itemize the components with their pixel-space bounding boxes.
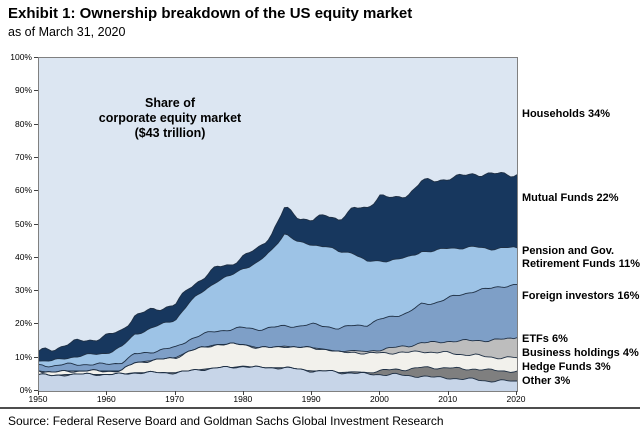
x-axis-tick-mark	[516, 391, 517, 395]
x-axis-tick-mark	[379, 391, 381, 395]
y-axis-tick-label: 10%	[14, 351, 32, 362]
x-axis-tick-label: 2000	[369, 394, 389, 404]
x-axis-tick-mark	[38, 391, 39, 395]
y-axis-tick-mark	[34, 323, 38, 325]
source-note: Source: Federal Reserve Board and Goldma…	[8, 414, 444, 428]
x-axis-tick-label: 1960	[96, 394, 116, 404]
x-axis-tick-label: 1980	[233, 394, 253, 404]
chart-plot-area	[38, 57, 518, 392]
y-axis-tick-label: 100%	[10, 52, 32, 62]
series-label: Business holdings 4%	[522, 347, 639, 359]
x-axis-tick-mark	[242, 391, 244, 395]
x-axis-tick-mark	[447, 391, 449, 395]
y-axis-tick-mark	[34, 190, 38, 192]
boundary-line	[39, 365, 517, 377]
series-label: Pension and Gov. Retirement Funds 11%	[522, 245, 640, 270]
x-axis-tick-label: 1950	[28, 394, 48, 404]
y-axis-tick-mark	[34, 223, 38, 225]
series-label: Hedge Funds 3%	[522, 361, 611, 373]
y-axis-tick-label: 60%	[14, 185, 32, 196]
y-axis-tick-label: 40%	[14, 251, 32, 262]
x-axis-tick-label: 1990	[301, 394, 321, 404]
x-axis-tick-mark	[311, 391, 313, 395]
area-other	[39, 366, 517, 391]
boundary-line	[39, 233, 517, 362]
y-axis-tick-label: 20%	[14, 318, 32, 329]
source-divider	[0, 407, 640, 409]
series-label: Households 34%	[522, 108, 611, 120]
x-axis-tick-mark	[106, 391, 108, 395]
series-label: ETFs 6%	[522, 333, 568, 345]
page-subtitle: as of March 31, 2020	[8, 25, 126, 39]
y-axis-tick-mark	[34, 290, 38, 292]
x-axis-tick-label: 2010	[438, 394, 458, 404]
series-label: Mutual Funds 22%	[522, 192, 619, 204]
x-axis-tick-label: 1970	[165, 394, 185, 404]
boundary-line	[39, 171, 517, 352]
y-axis-tick-mark	[34, 57, 38, 58]
series-label: Foreign investors 16%	[522, 290, 640, 302]
y-axis-tick-label: 90%	[14, 85, 32, 96]
chart-annotation: Share of corporate equity market ($43 tr…	[98, 96, 242, 140]
series-label: Other 3%	[522, 375, 571, 387]
x-axis-tick-label: 2020	[506, 394, 526, 404]
y-axis-tick-label: 50%	[14, 218, 32, 229]
x-axis-tick-mark	[174, 391, 176, 395]
y-axis-tick-mark	[34, 90, 38, 92]
y-axis-tick-label: 30%	[14, 285, 32, 296]
y-axis-tick-mark	[34, 156, 38, 158]
boundary-line	[39, 283, 517, 368]
y-axis-tick-label: 80%	[14, 118, 32, 129]
stacked-area-chart	[39, 171, 517, 391]
boundary-line	[39, 337, 517, 373]
y-axis-tick-mark	[34, 390, 38, 391]
page-title: Exhibit 1: Ownership breakdown of the US…	[8, 5, 413, 22]
y-axis-tick-mark	[34, 123, 38, 125]
y-axis-tick-label: 70%	[14, 151, 32, 162]
y-axis-tick-label: 0%	[19, 385, 32, 395]
y-axis-tick-mark	[34, 256, 38, 258]
y-axis-tick-mark	[34, 356, 38, 358]
